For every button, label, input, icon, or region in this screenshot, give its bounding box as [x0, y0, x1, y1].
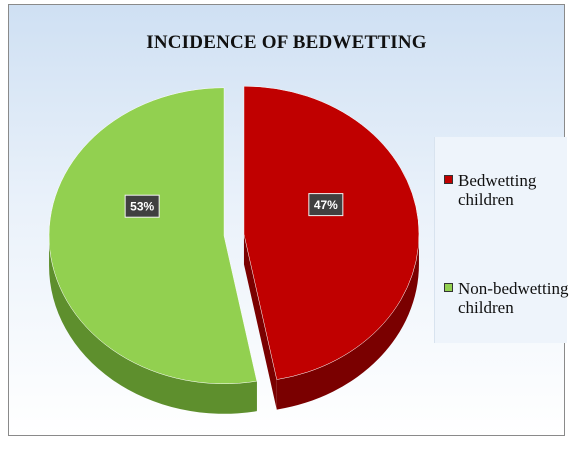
- svg-text:47%: 47%: [314, 198, 338, 212]
- pie-slice-non-bedwetting: [48, 87, 258, 385]
- pie-slice-bedwetting: [243, 85, 420, 380]
- pie-side-non-bedwetting: [49, 235, 257, 414]
- data-label-non-bedwetting: 53%: [124, 194, 160, 218]
- svg-text:53%: 53%: [130, 200, 154, 214]
- chart-area: INCIDENCE OF BEDWETTING 47% 53% Bedwettin…: [8, 4, 570, 436]
- data-label-bedwetting: 47%: [308, 193, 344, 217]
- legend-label-bedwetting: Bedwetting children: [458, 171, 537, 209]
- chart-legend: Bedwetting children Non-bedwetting child…: [434, 137, 570, 343]
- pie-chart: 47% 53%: [48, 85, 420, 414]
- legend-label-non-bedwetting: Non-bedwetting children: [458, 279, 569, 317]
- chart-title: INCIDENCE OF BEDWETTING: [146, 32, 427, 53]
- legend-swatch-bedwetting: [444, 175, 453, 184]
- legend-swatch-non-bedwetting: [444, 283, 453, 292]
- legend-item-non-bedwetting: Non-bedwetting children: [444, 279, 570, 317]
- pie-side-bedwetting: [276, 234, 419, 410]
- legend-item-bedwetting: Bedwetting children: [444, 171, 570, 209]
- pie-cut-bedwetting: [243, 234, 277, 410]
